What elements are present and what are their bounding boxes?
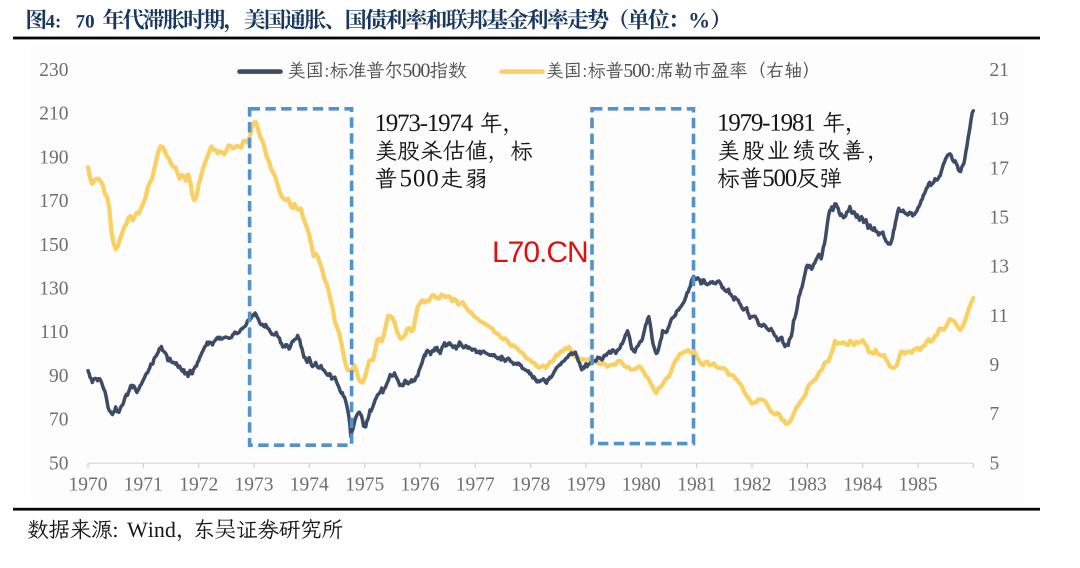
svg-text:110: 110 [40,322,69,343]
svg-text:230: 230 [39,60,68,81]
svg-text:13: 13 [990,257,1010,278]
svg-text:L70.CN: L70.CN [492,236,588,269]
svg-text:210: 210 [39,104,68,125]
svg-text:1976: 1976 [401,475,440,496]
svg-text:170: 170 [39,191,68,212]
svg-text:9: 9 [990,355,1000,376]
svg-text:7: 7 [990,404,1000,425]
svg-text:50: 50 [49,453,69,474]
svg-text:1985: 1985 [899,475,938,496]
svg-text:11: 11 [990,306,1009,327]
svg-text:190: 190 [39,147,68,168]
svg-text:1978: 1978 [511,475,550,496]
svg-text:17: 17 [990,158,1010,179]
svg-text:1972: 1972 [179,475,218,496]
svg-text:1981: 1981 [677,475,716,496]
svg-text:1983: 1983 [788,475,827,496]
svg-text:1973: 1973 [235,475,274,496]
svg-text:5: 5 [990,453,1000,474]
svg-text:1982: 1982 [733,475,772,496]
svg-text:70: 70 [49,410,69,431]
svg-text:1984: 1984 [843,475,882,496]
svg-text:150: 150 [39,235,68,256]
svg-text:1975: 1975 [345,475,384,496]
svg-text:19: 19 [990,109,1010,130]
svg-text:1977: 1977 [456,475,495,496]
svg-text:130: 130 [39,279,68,300]
svg-text:21: 21 [990,60,1010,81]
svg-text:15: 15 [990,208,1010,229]
svg-text:1970: 1970 [69,475,108,496]
svg-text:1979: 1979 [567,475,606,496]
svg-text:1971: 1971 [124,475,163,496]
svg-text:90: 90 [49,366,69,387]
svg-text:1974: 1974 [290,475,329,496]
svg-text:1980: 1980 [622,475,661,496]
